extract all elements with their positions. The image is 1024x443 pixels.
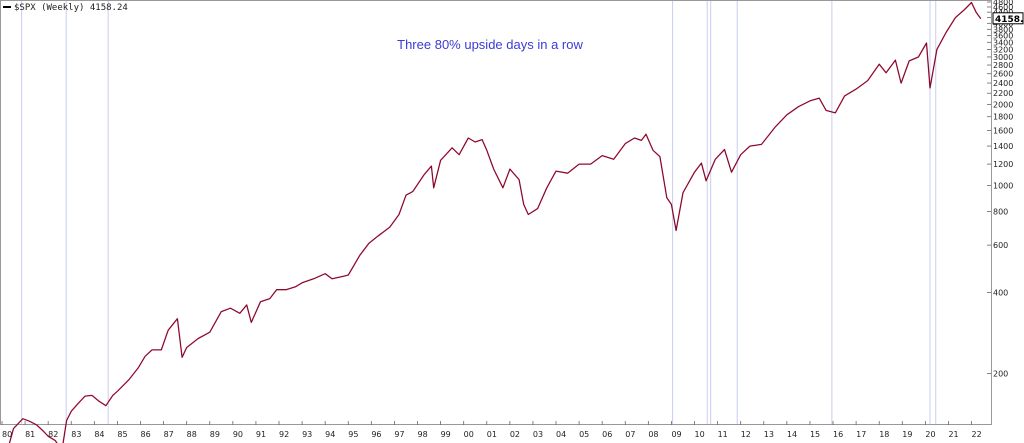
y-tick-label-10: 2200 [993,89,1013,98]
y-tick-label-4: 1000 [993,181,1013,190]
y-tick-label-5: 1200 [993,160,1013,169]
x-tick-label-21: 01 [487,430,497,439]
x-tick-label-26: 06 [602,430,612,439]
y-tick-label-13: 2800 [993,61,1013,70]
x-tick-label-24: 04 [556,430,566,439]
x-tick-label-42: 22 [972,430,982,439]
y-tick-label-22: 4600 [993,3,1013,12]
x-tick-label-20: 00 [464,430,474,439]
y-tick-label-6: 1400 [993,142,1013,151]
x-tick-label-1: 81 [25,430,35,439]
x-tick-label-0: 80 [2,430,12,439]
legend: $SPX (Weekly) 4158.24 [3,3,128,13]
y-tick-label-0: 200 [993,370,1008,379]
x-tick-label-36: 16 [833,430,843,439]
x-tick-label-18: 98 [418,430,428,439]
y-tick-label-17: 3600 [993,32,1013,41]
x-tick-label-34: 14 [787,430,797,439]
plot-frame [0,0,992,425]
x-tick-label-11: 91 [256,430,266,439]
x-tick-label-32: 12 [741,430,751,439]
x-tick-label-25: 05 [579,430,589,439]
y-tick-label-3: 800 [993,208,1008,217]
x-tick-label-2: 82 [48,430,58,439]
y-tick-label-14: 3000 [993,53,1013,62]
last-price-label: 4158.24 [995,15,1024,25]
x-tick-label-38: 18 [879,430,889,439]
y-tick-label-18: 3800 [993,25,1013,34]
y-tick-label-12: 2600 [993,70,1013,79]
y-tick-label-2: 600 [993,241,1008,250]
x-tick-label-14: 94 [325,430,335,439]
y-tick-label-7: 1600 [993,126,1013,135]
y-tick-label-1: 400 [993,289,1008,298]
x-tick-label-37: 17 [856,430,866,439]
last-price-box [992,12,1024,25]
chart-annotation: Three 80% upside days in a row [397,37,583,52]
x-tick-label-30: 10 [695,430,705,439]
x-tick-label-10: 90 [233,430,243,439]
x-tick-label-27: 07 [625,430,635,439]
x-tick-label-17: 97 [394,430,404,439]
x-tick-label-6: 86 [141,430,151,439]
x-tick-label-16: 96 [371,430,381,439]
x-tick-label-22: 02 [510,430,520,439]
x-axis-ticks: 80 81 82 83 84 85 86 87 88 89 90 91 92 93 94 95 96 97 98 99… [1,421,982,439]
x-tick-label-35: 15 [810,430,820,439]
x-tick-label-41: 21 [948,430,958,439]
y-tick-label-11: 2400 [993,79,1013,88]
series-group [8,1,982,443]
y-tick-label-23: 4800 [993,0,1013,7]
x-tick-label-15: 95 [348,430,358,439]
x-tick-label-39: 19 [902,430,912,439]
x-tick-label-8: 88 [187,430,197,439]
x-tick-label-9: 89 [210,430,220,439]
last-price-tag: 4158.24 [992,12,1024,25]
series-line-shade-0 [9,2,982,443]
y-tick-label-16: 3400 [993,38,1013,47]
x-tick-label-40: 20 [925,430,935,439]
x-tick-label-28: 08 [648,430,658,439]
x-tick-label-23: 03 [533,430,543,439]
x-tick-label-19: 99 [441,430,451,439]
x-tick-label-29: 09 [671,430,681,439]
x-tick-label-12: 92 [279,430,289,439]
legend-label: $SPX (Weekly) 4158.24 [14,3,128,13]
x-tick-label-7: 87 [164,430,174,439]
x-tick-label-33: 13 [764,430,774,439]
signal-lines [21,1,937,424]
x-tick-label-3: 83 [71,430,81,439]
y-tick-label-9: 2000 [993,100,1013,109]
y-tick-label-8: 1800 [993,113,1013,122]
x-tick-label-5: 85 [117,430,127,439]
x-tick-label-13: 93 [302,430,312,439]
y-tick-label-15: 3200 [993,45,1013,54]
x-tick-label-4: 84 [94,430,104,439]
x-tick-label-31: 11 [718,430,728,439]
